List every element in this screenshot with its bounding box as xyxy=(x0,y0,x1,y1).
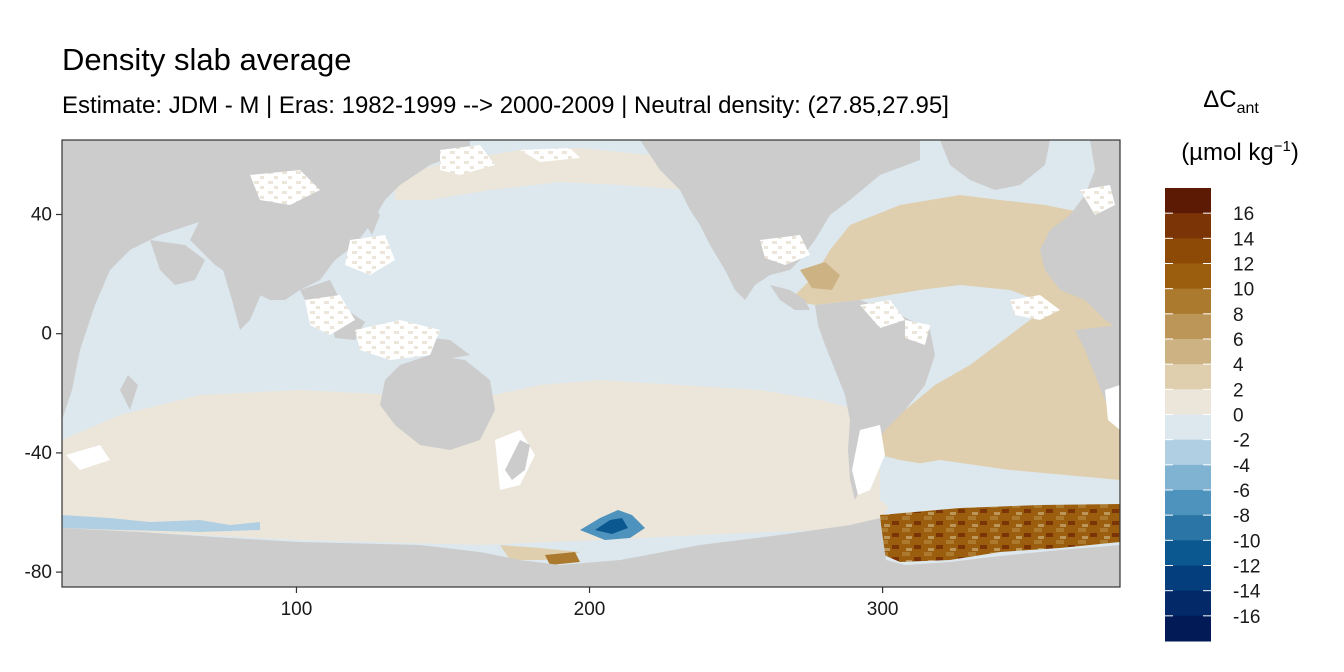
colorbar-swatch xyxy=(1165,439,1211,466)
colorbar-label: -10 xyxy=(1233,531,1260,552)
antarctic-margin-blue xyxy=(62,515,260,532)
legend-unit-prefix: (µmol kg xyxy=(1181,139,1274,166)
legend-title-main: ΔC xyxy=(1203,86,1237,113)
chart-title: Density slab average xyxy=(62,42,352,77)
colorbar-swatch xyxy=(1165,490,1211,516)
colorbar-label: 10 xyxy=(1233,280,1254,301)
legend-unit-sup: −1 xyxy=(1273,138,1291,155)
colorbar-label: 12 xyxy=(1233,255,1254,276)
colorbar-swatch xyxy=(1165,213,1211,239)
colorbar-swatch xyxy=(1165,515,1211,541)
ross-sea-brown xyxy=(545,552,580,565)
colorbar-swatch xyxy=(1165,313,1211,340)
colorbar-label: -6 xyxy=(1233,481,1250,502)
colorbar-swatch xyxy=(1165,540,1211,566)
colorbar-label: -16 xyxy=(1233,607,1260,628)
colorbar-label: -8 xyxy=(1233,506,1250,527)
southern-ocean-belt xyxy=(62,380,900,545)
colorbar-label: -4 xyxy=(1233,456,1250,477)
colorbar-swatch xyxy=(1165,389,1211,415)
y-tick-label: -80 xyxy=(25,562,52,583)
colorbar-swatch xyxy=(1165,364,1211,390)
y-tick-label: 0 xyxy=(41,324,52,345)
colorbar-label: -12 xyxy=(1233,557,1260,578)
colorbar-swatch xyxy=(1165,464,1211,491)
y-tick-label: 40 xyxy=(31,205,52,226)
x-tick-label: 200 xyxy=(574,599,606,620)
colorbar-swatch xyxy=(1165,238,1211,264)
chart-subtitle: Estimate: JDM - M | Eras: 1982-1999 --> … xyxy=(62,92,949,119)
legend-title-sub: ant xyxy=(1236,99,1259,117)
colorbar-swatch xyxy=(1165,339,1211,365)
colorbar-legend: 16 14 12 10 8 6 4 2 0 -2 -4 -6 -8 -10 -12 -14 -16 xyxy=(1165,188,1261,642)
legend-title: ΔCant xyxy=(1176,86,1286,118)
map-panel xyxy=(62,140,1120,587)
south-atlantic-blue xyxy=(880,460,1120,515)
y-tick-label: -40 xyxy=(25,443,52,464)
colorbar-label: 8 xyxy=(1233,305,1244,326)
colorbar-label: 16 xyxy=(1233,204,1254,225)
panel-border xyxy=(61,139,1121,588)
colorbar-swatch xyxy=(1165,414,1211,441)
colorbar-label: -14 xyxy=(1233,582,1261,603)
weddell-sea xyxy=(880,504,1120,562)
land xyxy=(62,140,1120,587)
ross-sea-core xyxy=(595,518,628,534)
atlantic-region xyxy=(790,195,1120,485)
gulf-patch xyxy=(800,262,840,290)
colorbar-swatch xyxy=(1165,263,1211,290)
colorbar-label: -2 xyxy=(1233,431,1250,452)
colorbar-swatch xyxy=(1165,188,1211,214)
colorbar-swatch xyxy=(1165,615,1211,642)
colorbar-swatch xyxy=(1165,288,1211,315)
colorbar-label: 14 xyxy=(1233,229,1255,250)
x-axis: 100 200 300 xyxy=(281,587,899,620)
colorbar-label: 0 xyxy=(1233,406,1244,427)
nodata-areas xyxy=(66,145,1120,495)
x-tick-label: 100 xyxy=(281,599,313,620)
colorbar-label: 4 xyxy=(1233,355,1244,376)
colorbar-swatch xyxy=(1165,590,1211,617)
colorbar-swatch xyxy=(1165,565,1211,592)
colorbar-label: 6 xyxy=(1233,330,1244,351)
y-axis: 40 0 -40 -80 xyxy=(25,205,62,583)
legend-unit: (µmol kg−1) xyxy=(1160,138,1320,167)
colorbar-label: 2 xyxy=(1233,380,1244,401)
legend-unit-suffix: ) xyxy=(1290,139,1299,166)
x-tick-label: 300 xyxy=(867,599,899,620)
